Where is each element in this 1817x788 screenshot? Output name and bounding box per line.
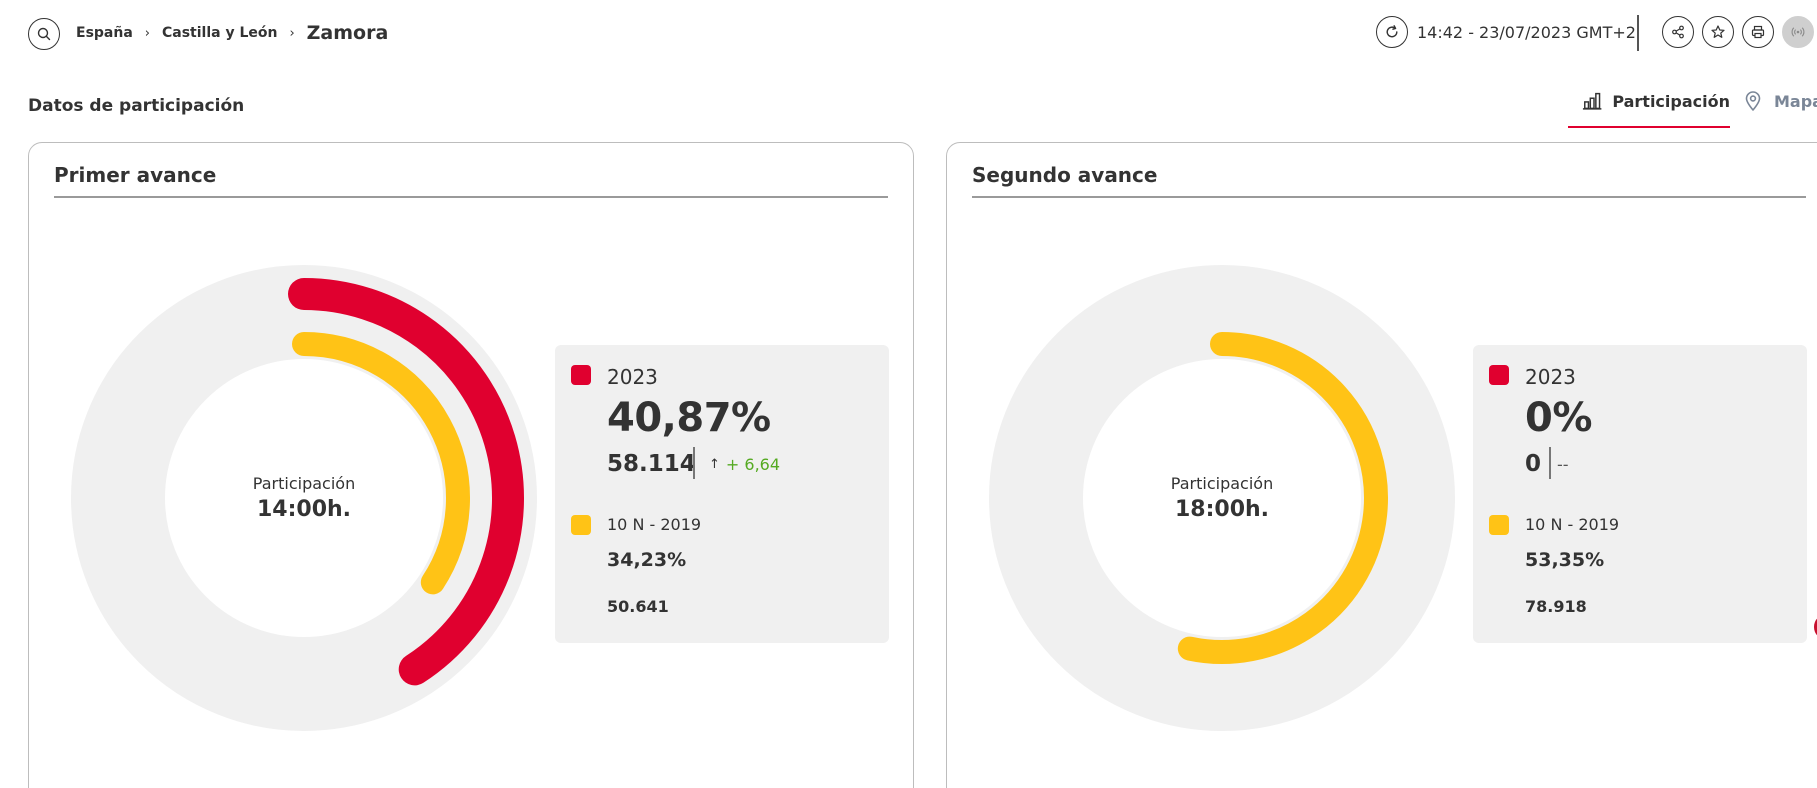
live-signal-icon [1791,27,1805,37]
tab-participacion[interactable]: Participación [1568,92,1730,128]
last-update-timestamp: 14:42 - 23/07/2023 GMT+2 [1417,23,1636,42]
breadcrumb-link-espana[interactable]: España [76,25,133,41]
legend-current-delta: -- [1557,455,1569,474]
participation-donut-chart [989,265,1455,731]
legend-previous-count: 50.641 [607,597,669,616]
participation-legend: 2023 40,87% 58.114 ↑ + 6,64 10 N - 2019 … [555,345,889,643]
participation-donut-chart [71,265,537,731]
refresh-icon [1386,25,1398,38]
favorite-button[interactable] [1702,16,1734,48]
breadcrumb-separator: › [289,25,295,41]
donut-arc-2019 [1177,332,1388,664]
legend-current-label: 2023 [1525,365,1576,389]
legend-delta-value: -- [1557,455,1569,474]
legend-delta-divider [693,447,695,479]
donut-arc-2023 [288,278,524,686]
print-button[interactable] [1742,16,1774,48]
tab-mapa[interactable]: Mapa [1742,91,1817,128]
live-button[interactable] [1782,16,1814,48]
breadcrumb-link-castilla-y-leon[interactable]: Castilla y León [161,25,278,41]
bar-chart-icon [1582,92,1602,110]
legend-current-label: 2023 [607,365,658,389]
breadcrumb-current: Zamora [306,22,389,44]
search-button[interactable] [28,18,60,50]
header-divider [1637,15,1639,51]
donut-arc-2019 [292,332,470,595]
tab-participacion-label: Participación [1612,92,1730,111]
legend-previous-percent: 53,35% [1525,549,1605,571]
share-button[interactable] [1662,16,1694,48]
donut-track [989,265,1455,731]
card-title: Primer avance [54,163,217,187]
card-divider [54,196,888,198]
legend-current-delta: ↑ + 6,64 [709,455,780,474]
legend-current-percent: 0% [1525,395,1592,441]
legend-previous-count: 78.918 [1525,597,1587,616]
print-icon [1751,25,1765,39]
legend-current-count: 0 [1525,451,1542,477]
top-bar: España › Castilla y León › Zamora 14:42 … [0,0,1817,70]
card-title: Segundo avance [972,163,1158,187]
legend-delta-divider [1549,447,1551,479]
legend-previous-label: 10 N - 2019 [1525,515,1620,534]
section-title: Datos de participación [28,96,245,116]
card-primer-avance: Primer avance Participación 14:00h. 2023… [28,142,914,788]
legend-delta-value: + 6,64 [725,455,781,474]
legend-current-count: 58.114 [607,451,696,477]
card-segundo-avance: Segundo avance Participación 18:00h. 202… [946,142,1817,788]
map-pin-icon [1745,91,1761,111]
breadcrumb: España › Castilla y León › Zamora [76,22,388,44]
legend-current-percent: 40,87% [607,395,771,441]
legend-swatch-2019 [1489,515,1509,535]
arrow-up-icon: ↑ [709,457,720,472]
legend-swatch-2023 [1489,365,1509,385]
participation-legend: 2023 0% 0 -- 10 N - 2019 53,35% 78.918 [1473,345,1807,643]
legend-swatch-2023 [571,365,591,385]
card-divider [972,196,1806,198]
legend-previous-label: 10 N - 2019 [607,515,702,534]
refresh-button[interactable] [1376,16,1408,48]
donut-track [71,265,537,731]
legend-swatch-2019 [571,515,591,535]
breadcrumb-separator: › [144,25,150,41]
share-icon [1672,25,1684,39]
search-icon [37,27,51,41]
tab-mapa-label: Mapa [1774,92,1817,111]
star-icon [1711,25,1725,38]
legend-previous-percent: 34,23% [607,549,687,571]
